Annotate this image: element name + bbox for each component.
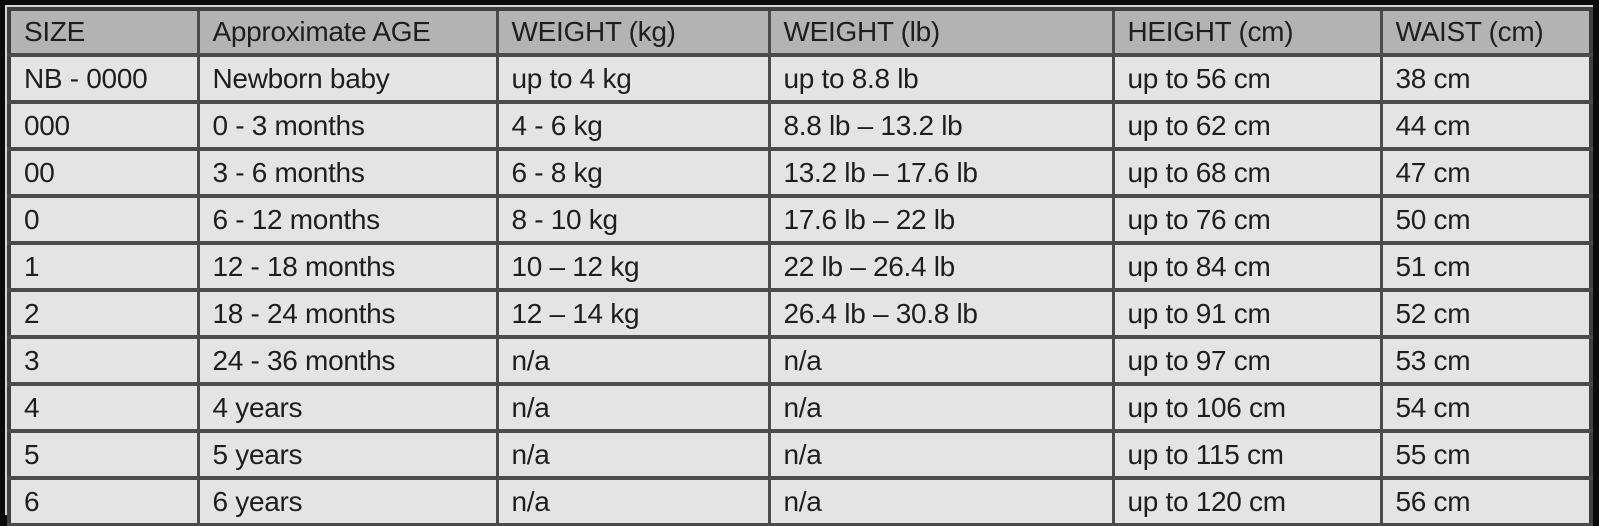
table-cell: up to 106 cm — [1111, 382, 1383, 433]
table-cell: n/a — [767, 335, 1115, 386]
table-cell: 56 cm — [1379, 476, 1593, 526]
table-cell: 38 cm — [1379, 53, 1593, 104]
table-cell: 8 - 10 kg — [495, 194, 771, 245]
table-cell: 4 — [7, 382, 200, 433]
table-cell: 13.2 lb – 17.6 lb — [767, 147, 1115, 198]
table-cell: up to 68 cm — [1111, 147, 1383, 198]
table-cell: n/a — [767, 476, 1115, 526]
table-cell: 3 - 6 months — [196, 147, 499, 198]
table-cell: up to 4 kg — [495, 53, 771, 104]
table-cell: 52 cm — [1379, 288, 1593, 339]
table-cell: 47 cm — [1379, 147, 1593, 198]
table-cell: 18 - 24 months — [196, 288, 499, 339]
column-header-weight-kg: WEIGHT (kg) — [495, 7, 771, 57]
table-cell: 12 – 14 kg — [495, 288, 771, 339]
table-cell: 3 — [7, 335, 200, 386]
table-cell: up to 91 cm — [1111, 288, 1383, 339]
table-cell: 6 - 8 kg — [495, 147, 771, 198]
table-cell: 10 – 12 kg — [495, 241, 771, 292]
column-header-weight-lb: WEIGHT (lb) — [767, 7, 1115, 57]
table-cell: up to 56 cm — [1111, 53, 1383, 104]
table-cell: 22 lb – 26.4 lb — [767, 241, 1115, 292]
table-cell: n/a — [495, 429, 771, 480]
table-cell: 5 — [7, 429, 200, 480]
table-cell: 00 — [7, 147, 200, 198]
table-cell: n/a — [495, 335, 771, 386]
table-cell: 53 cm — [1379, 335, 1593, 386]
table-cell: 55 cm — [1379, 429, 1593, 480]
table-cell: 26.4 lb – 30.8 lb — [767, 288, 1115, 339]
table-cell: up to 76 cm — [1111, 194, 1383, 245]
table-cell: up to 8.8 lb — [767, 53, 1115, 104]
table-cell: Newborn baby — [196, 53, 499, 104]
table-row: 000 0 - 3 months 4 - 6 kg 8.8 lb – 13.2 lb u… — [7, 100, 1593, 151]
column-header-waist-cm: WAIST (cm) — [1379, 7, 1593, 57]
table-cell: 0 — [7, 194, 200, 245]
table-cell: 4 years — [196, 382, 499, 433]
column-header-height-cm: HEIGHT (cm) — [1111, 7, 1383, 57]
table-mat: SIZE Approximate AGE WEIGHT (kg) WEIGHT (lb… — [5, 5, 1593, 526]
table-cell: up to 97 cm — [1111, 335, 1383, 386]
table-row: 2 18 - 24 months 12 – 14 kg 26.4 lb – 30.8 … — [7, 288, 1593, 339]
table-cell: 44 cm — [1379, 100, 1593, 151]
table-cell: 17.6 lb – 22 lb — [767, 194, 1115, 245]
table-cell: 51 cm — [1379, 241, 1593, 292]
table-row: 3 24 - 36 months n/a n/a up to 97 cm 53 cm — [7, 335, 1593, 386]
table-cell: 0 - 3 months — [196, 100, 499, 151]
table-row: 00 3 - 6 months 6 - 8 kg 13.2 lb – 17.6 lb u… — [7, 147, 1593, 198]
table-cell: n/a — [767, 429, 1115, 480]
table-header: SIZE Approximate AGE WEIGHT (kg) WEIGHT (lb… — [7, 7, 1593, 57]
table-cell: 6 years — [196, 476, 499, 526]
table-cell: n/a — [767, 382, 1115, 433]
column-header-size: SIZE — [7, 7, 200, 57]
size-chart-table: SIZE Approximate AGE WEIGHT (kg) WEIGHT (lb… — [7, 7, 1593, 526]
table-row: NB - 0000 Newborn baby up to 4 kg up to 8.8… — [7, 53, 1593, 104]
table-cell: 54 cm — [1379, 382, 1593, 433]
table-cell: 12 - 18 months — [196, 241, 499, 292]
table-cell: up to 84 cm — [1111, 241, 1383, 292]
table-cell: 6 - 12 months — [196, 194, 499, 245]
table-cell: up to 120 cm — [1111, 476, 1383, 526]
table-cell: up to 115 cm — [1111, 429, 1383, 480]
table-cell: 5 years — [196, 429, 499, 480]
table-body: NB - 0000 Newborn baby up to 4 kg up to 8.8… — [7, 53, 1593, 526]
table-cell: 50 cm — [1379, 194, 1593, 245]
table-cell: n/a — [495, 476, 771, 526]
table-cell: 6 — [7, 476, 200, 526]
table-cell: n/a — [495, 382, 771, 433]
table-cell: 4 - 6 kg — [495, 100, 771, 151]
table-row: 1 12 - 18 months 10 – 12 kg 22 lb – 26.4 lb… — [7, 241, 1593, 292]
column-header-approximate-age: Approximate AGE — [196, 7, 499, 57]
table-cell: 8.8 lb – 13.2 lb — [767, 100, 1115, 151]
table-cell: 1 — [7, 241, 200, 292]
table-cell: NB - 0000 — [7, 53, 200, 104]
table-cell: up to 62 cm — [1111, 100, 1383, 151]
table-cell: 2 — [7, 288, 200, 339]
table-cell: 000 — [7, 100, 200, 151]
table-cell: 24 - 36 months — [196, 335, 499, 386]
header-row: SIZE Approximate AGE WEIGHT (kg) WEIGHT (lb… — [7, 7, 1593, 57]
